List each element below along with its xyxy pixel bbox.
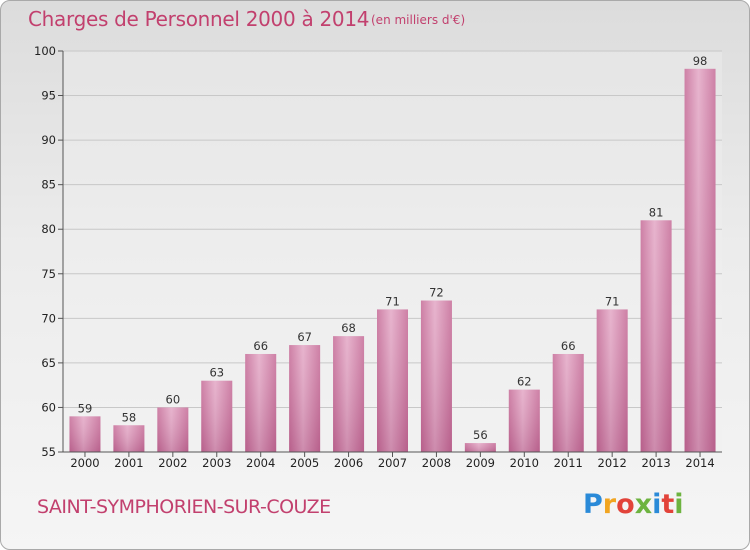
bar-shade [157, 407, 189, 452]
bar-shade [640, 220, 672, 452]
data-label: 67 [297, 330, 312, 344]
x-tick-label: 2001 [114, 456, 143, 470]
x-tick-label: 2011 [554, 456, 583, 470]
data-label: 59 [78, 401, 93, 415]
y-tick-label: 100 [34, 44, 56, 58]
data-label: 71 [605, 294, 620, 308]
y-tick-label: 65 [41, 356, 56, 370]
bar-shade [113, 425, 145, 452]
x-tick-label: 2014 [685, 456, 714, 470]
bar-shade [552, 353, 584, 452]
x-tick-label: 2002 [158, 456, 187, 470]
x-tick-label: 2010 [510, 456, 539, 470]
bar-shade [420, 300, 452, 452]
logo-letter: i [674, 489, 684, 520]
x-tick-label: 2003 [202, 456, 231, 470]
y-tick-label: 85 [41, 178, 56, 192]
chart-title: Charges de Personnel 2000 à 2014 [28, 7, 370, 31]
data-label: 98 [693, 54, 708, 68]
bar-shade [508, 389, 540, 452]
data-label: 63 [209, 366, 224, 380]
x-tick-label: 2009 [466, 456, 495, 470]
chart-subtitle: (en milliers d'€) [371, 13, 466, 27]
bar-shade [69, 416, 101, 452]
proxiti-logo: Proxiti [583, 489, 684, 520]
bar-shade [464, 443, 496, 452]
y-tick-label: 60 [41, 400, 56, 414]
logo-letter: o [616, 489, 635, 520]
bar-shade [333, 336, 365, 452]
logo-letter: x [634, 489, 653, 520]
bar-shade [245, 353, 277, 452]
data-label: 68 [341, 321, 356, 335]
data-label: 62 [517, 375, 532, 389]
bar-shade [201, 380, 233, 452]
x-tick-label: 2008 [422, 456, 451, 470]
y-tick-label: 75 [41, 267, 56, 281]
data-label: 56 [473, 428, 488, 442]
y-tick-label: 95 [41, 89, 56, 103]
bar-shade [684, 68, 716, 453]
x-tick-label: 2005 [290, 456, 319, 470]
logo-letter: t [661, 489, 675, 520]
data-label: 72 [429, 286, 444, 300]
y-tick-label: 70 [41, 311, 56, 325]
y-tick-label: 55 [41, 445, 56, 459]
x-tick-label: 2013 [641, 456, 670, 470]
y-tick-label: 90 [41, 133, 56, 147]
data-label: 60 [166, 392, 181, 406]
logo-letter: i [652, 489, 662, 520]
logo-letter: r [602, 489, 617, 520]
bar-shade [596, 309, 628, 452]
x-tick-label: 2012 [598, 456, 627, 470]
commune-name: SAINT-SYMPHORIEN-SUR-COUZE [37, 496, 331, 518]
data-label: 66 [561, 339, 576, 353]
data-label: 66 [253, 339, 268, 353]
logo-letter: P [583, 489, 603, 520]
data-label: 58 [122, 410, 137, 424]
y-tick-label: 80 [41, 222, 56, 236]
bar-shade [377, 309, 408, 452]
data-label: 71 [385, 294, 400, 308]
x-tick-label: 2000 [70, 456, 99, 470]
data-label: 81 [649, 205, 664, 219]
x-tick-label: 2004 [246, 456, 275, 470]
bar-shade [289, 345, 321, 452]
x-tick-label: 2006 [334, 456, 363, 470]
x-tick-label: 2007 [378, 456, 407, 470]
